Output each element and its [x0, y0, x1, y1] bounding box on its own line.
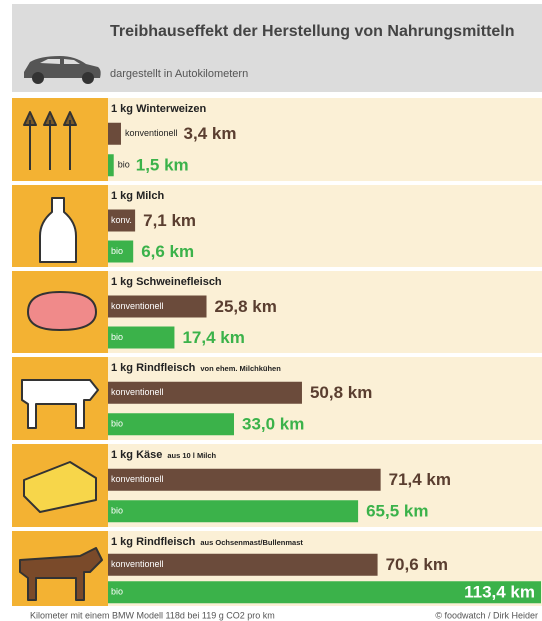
bar-label: konventionell: [125, 128, 178, 138]
category-label: 1 kg Milch: [111, 190, 164, 202]
bar-label: konventionell: [111, 474, 164, 484]
value-label: 71,4 km: [389, 470, 451, 489]
category-label: 1 kg Winterweizen: [111, 103, 207, 115]
value-label: 1,5 km: [136, 156, 189, 175]
bar: [108, 413, 234, 435]
bar-label: bio: [111, 332, 123, 342]
category-note: von ehem. Milchkühen: [200, 364, 281, 373]
bar-label: bio: [118, 160, 130, 170]
value-label: 50,8 km: [310, 383, 372, 402]
value-label: 33,0 km: [242, 415, 304, 434]
bar-label: konventionell: [111, 387, 164, 397]
value-label: 17,4 km: [182, 328, 244, 347]
category-label: 1 kg Rindfleisch: [111, 362, 196, 374]
panel-icon-area: [12, 98, 108, 181]
chart-subtitle: dargestellt in Autokilometern: [110, 68, 248, 80]
value-label: 6,6 km: [141, 242, 194, 261]
bar-label: bio: [111, 246, 123, 256]
value-label: 113,4 km: [464, 583, 535, 602]
category-label: 1 kg Rindfleisch: [111, 536, 196, 548]
bar-label: konventionell: [111, 559, 164, 569]
bar-label: bio: [111, 506, 123, 516]
infographic: Treibhauseffekt der Herstellung von Nahr…: [0, 0, 542, 621]
category-label: 1 kg Schweinefleisch: [111, 276, 222, 288]
category-note: aus 10 l Milch: [167, 451, 216, 460]
value-label: 3,4 km: [184, 124, 237, 143]
food-icon: [28, 292, 96, 330]
value-label: 65,5 km: [366, 502, 428, 521]
chart-title: Treibhauseffekt der Herstellung von Nahr…: [110, 23, 515, 40]
footnote: Kilometer mit einem BMW Modell 118d bei …: [30, 610, 275, 620]
value-label: 7,1 km: [143, 211, 196, 230]
bar: [108, 500, 358, 522]
bar-label: konventionell: [111, 301, 164, 311]
bar-label: bio: [111, 419, 123, 429]
category-note: aus Ochsenmast/Bullenmast: [200, 538, 303, 547]
category-label: 1 kg Käse: [111, 449, 162, 461]
value-label: 70,6 km: [386, 555, 448, 574]
bar-label: konv.: [111, 215, 132, 225]
bar: [108, 154, 114, 176]
value-label: 25,8 km: [215, 297, 277, 316]
credit: © foodwatch / Dirk Heider: [435, 610, 538, 620]
bar: [108, 123, 121, 145]
bar-label: bio: [111, 587, 123, 597]
